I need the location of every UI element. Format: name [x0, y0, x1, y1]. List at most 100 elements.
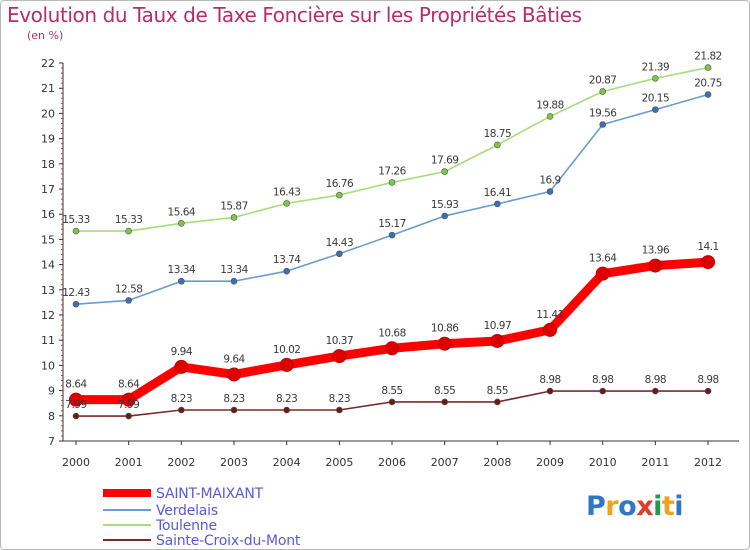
- data-point: [332, 349, 347, 364]
- data-point: [388, 231, 396, 239]
- data-label: 18.75: [484, 128, 512, 140]
- data-label: 10.86: [431, 323, 459, 335]
- data-label: 15.87: [220, 200, 248, 212]
- data-point: [121, 392, 136, 407]
- data-label: 16.9: [539, 175, 560, 187]
- data-labels: 7.99 7.99 8.23 8.23 8.23 8.23 8.55 8.55 8.55 8.98…: [62, 51, 722, 412]
- data-point: [652, 387, 659, 395]
- data-label: 10.68: [378, 327, 406, 339]
- data-label: 13.64: [589, 253, 617, 265]
- y-tick-label: 15: [41, 233, 55, 246]
- x-tick-label: 2004: [273, 456, 301, 469]
- y-tick-label: 9: [48, 385, 55, 398]
- x-tick-label: 2006: [378, 456, 406, 469]
- data-label: 8.64: [118, 379, 140, 391]
- y-tick-label: 8: [48, 410, 55, 423]
- data-point: [385, 341, 400, 356]
- x-tick-label: 2007: [431, 456, 459, 469]
- data-label: 21.39: [642, 61, 670, 73]
- data-label: 15.17: [378, 218, 406, 230]
- data-label: 8.98: [592, 374, 613, 386]
- data-point: [494, 200, 501, 208]
- x-tick-label: 2012: [694, 456, 722, 469]
- data-point: [283, 200, 290, 207]
- data-label: 10.37: [326, 335, 354, 347]
- data-label: 15.33: [62, 214, 90, 226]
- data-label: 15.64: [168, 206, 196, 218]
- data-label: 20.87: [589, 74, 617, 86]
- x-tick-label: 2010: [589, 456, 617, 469]
- data-label: 7.99: [118, 399, 139, 411]
- data-point: [546, 387, 554, 395]
- data-label: 8.23: [171, 393, 192, 405]
- data-point: [230, 277, 238, 285]
- data-point: [336, 250, 343, 258]
- data-label: 8.55: [434, 385, 455, 397]
- data-label: 12.43: [62, 287, 90, 299]
- y-tick-label: 17: [41, 183, 55, 196]
- data-label: 13.34: [168, 264, 196, 276]
- axes: 7 8 9 10 11 12 13 14 15 16 17 18 19 20 21 22 2000 2001 200…: [41, 57, 739, 469]
- data-point: [599, 121, 607, 128]
- data-point: [701, 255, 716, 270]
- y-tick-label: 18: [41, 158, 55, 171]
- data-point: [336, 406, 343, 414]
- data-point: [72, 412, 80, 420]
- proxiti-logo: Proxiti: [586, 491, 684, 522]
- y-tick-label: 16: [41, 208, 55, 221]
- data-point: [494, 398, 501, 406]
- data-point: [72, 227, 80, 235]
- data-point: [125, 227, 132, 235]
- data-label: 8.98: [539, 374, 560, 386]
- data-point: [704, 91, 712, 98]
- data-point: [279, 357, 294, 372]
- data-point: [178, 406, 185, 414]
- data-label: 20.75: [694, 78, 722, 90]
- x-tick-label: 2009: [536, 456, 564, 469]
- data-label: 16.41: [484, 187, 512, 199]
- unit-label: (en %): [27, 29, 64, 42]
- data-label: 9.64: [223, 353, 245, 365]
- legend-label: Verdelais: [156, 503, 218, 519]
- data-label: 8.23: [276, 393, 297, 405]
- legend-label: Sainte-Croix-du-Mont: [156, 533, 301, 549]
- x-tick-label: 2000: [62, 456, 90, 469]
- x-tick-label: 2001: [115, 456, 143, 469]
- data-label: 14.43: [326, 237, 354, 249]
- data-point: [648, 258, 663, 273]
- data-point: [388, 179, 396, 186]
- data-point: [336, 191, 343, 199]
- data-point: [599, 88, 607, 95]
- data-point: [704, 387, 712, 395]
- legend: SAINT-MAIXANTVerdelaisToulenneSainte-Cro…: [103, 486, 301, 549]
- data-point: [388, 398, 396, 406]
- data-label: 8.98: [697, 374, 718, 386]
- y-tick-label: 14: [41, 259, 55, 272]
- data-label: 20.15: [642, 93, 670, 105]
- data-label: 8.98: [645, 374, 666, 386]
- data-point: [227, 367, 242, 382]
- y-tick-label: 12: [41, 309, 55, 322]
- data-label: 14.1: [697, 241, 718, 253]
- x-tick-label: 2011: [641, 456, 669, 469]
- data-point: [178, 277, 185, 285]
- legend-label: Toulenne: [155, 518, 217, 534]
- data-label: 13.34: [220, 264, 248, 276]
- y-tick-label: 10: [41, 359, 55, 372]
- chart-title: Evolution du Taux de Taxe Foncière sur l…: [7, 3, 582, 27]
- data-point: [494, 141, 501, 149]
- data-point: [125, 412, 132, 420]
- data-label: 19.56: [589, 107, 617, 119]
- legend-label: SAINT-MAIXANT: [156, 486, 264, 502]
- data-point: [546, 188, 554, 195]
- y-tick-label: 22: [41, 57, 55, 70]
- x-tick-label: 2003: [220, 456, 248, 469]
- y-tick-label: 21: [41, 82, 55, 95]
- y-tick-label: 19: [41, 133, 55, 146]
- data-label: 12.58: [115, 283, 143, 295]
- data-label: 21.82: [694, 51, 722, 63]
- data-label: 10.02: [273, 344, 301, 356]
- data-label: 8.64: [65, 379, 87, 391]
- data-label: 15.33: [115, 214, 143, 226]
